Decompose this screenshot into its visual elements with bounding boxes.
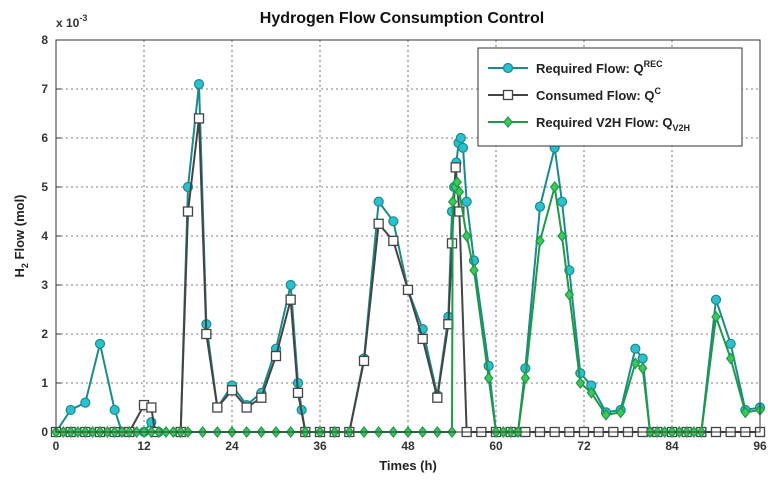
x-tick-label: 36 [313, 439, 327, 453]
data-point [212, 402, 223, 413]
data-point [373, 218, 384, 229]
data-point [447, 195, 458, 208]
data-point [483, 360, 494, 371]
legend-marker [503, 116, 513, 128]
data-point [454, 206, 465, 217]
x-tick-label: 24 [225, 439, 239, 453]
data-point [461, 196, 472, 207]
data-point [630, 343, 641, 354]
data-point [146, 402, 157, 413]
chart-title: Hydrogen Flow Consumption Control [260, 10, 544, 27]
data-point [615, 406, 626, 419]
y-tick-label: 1 [41, 376, 48, 390]
legend-box [477, 47, 743, 147]
data-point [461, 230, 472, 242]
data-point [226, 385, 238, 396]
data-point [285, 279, 296, 291]
x-tick-labels: 0 12 24 36 48 60 72 84 96 [53, 439, 767, 453]
legend-entry-2: Consumed Flow: QC [488, 86, 661, 103]
y-tick-label: 4 [41, 229, 48, 243]
y-multiplier: x 10-3 [56, 13, 87, 30]
data-point [94, 338, 106, 349]
y-tick-labels: 0 1 2 3 4 5 6 7 8 [41, 33, 48, 439]
series-3 [51, 176, 765, 438]
data-point [109, 404, 120, 416]
x-tick-label: 72 [577, 439, 591, 453]
y-tick-label: 7 [41, 82, 48, 96]
data-point [534, 201, 546, 212]
y-tick-label: 6 [41, 131, 48, 145]
legend-marker [502, 62, 514, 74]
x-tick-label: 60 [489, 439, 503, 453]
data-point [710, 294, 722, 305]
x-tick-label: 12 [137, 439, 151, 453]
data-point [270, 350, 282, 362]
data-point [630, 357, 641, 370]
data-point [575, 377, 586, 389]
legend-entry-1: Required Flow: QREC [488, 59, 663, 76]
data-point [292, 387, 304, 398]
data-point [483, 372, 494, 385]
data-point [740, 406, 751, 419]
data-point [455, 132, 466, 144]
data-point [402, 284, 414, 296]
data-point [725, 352, 736, 365]
data-point [454, 185, 465, 198]
x-tick-label: 84 [665, 439, 679, 453]
data-point [637, 362, 648, 375]
data-point [285, 294, 296, 305]
data-point [450, 162, 461, 173]
x-tick-label: 0 [53, 439, 60, 453]
data-point [388, 216, 399, 227]
legend-marker [502, 89, 514, 101]
data-point [601, 408, 611, 421]
data-point [452, 176, 462, 189]
x-tick-label: 96 [753, 439, 767, 453]
data-point [557, 230, 567, 242]
data-point [65, 404, 76, 416]
data-point [256, 392, 267, 403]
legend-label: Required Flow: QREC [536, 59, 663, 76]
series-group [50, 78, 766, 438]
data-point [432, 392, 443, 403]
data-point [535, 234, 545, 247]
data-point [549, 181, 560, 193]
data-point [564, 288, 575, 301]
plot-frame [55, 39, 761, 433]
legend-label: Required V2H Flow: QV2H [536, 115, 690, 133]
y-tick-label: 5 [41, 180, 48, 194]
data-point [457, 142, 469, 153]
data-point [556, 196, 568, 207]
y-tick-label: 8 [41, 33, 48, 47]
data-point [80, 397, 91, 408]
data-point [637, 353, 648, 364]
data-point [373, 196, 384, 207]
data-point [586, 386, 597, 399]
data-point [711, 310, 721, 323]
data-point [193, 78, 205, 90]
data-point [417, 333, 428, 345]
data-point [182, 206, 194, 217]
y-tick-label: 0 [41, 425, 48, 439]
y-axis-label: H2 Flow (mol) [12, 194, 30, 277]
data-point [358, 355, 370, 367]
legend: Required Flow: QREC Consumed Flow: QC Requ… [477, 47, 743, 147]
x-axis-label: Times (h) [379, 458, 437, 473]
y-tick-label: 2 [41, 327, 48, 341]
data-point [241, 402, 252, 413]
data-point [520, 372, 531, 385]
legend-label: Consumed Flow: QC [536, 86, 661, 103]
data-point [201, 328, 212, 340]
x-tick-label: 48 [401, 439, 415, 453]
data-point [388, 235, 399, 247]
y-tick-label: 3 [41, 278, 48, 292]
legend-entry-3: Required V2H Flow: QV2H [488, 115, 690, 133]
data-point [469, 264, 479, 277]
data-point [193, 113, 205, 124]
